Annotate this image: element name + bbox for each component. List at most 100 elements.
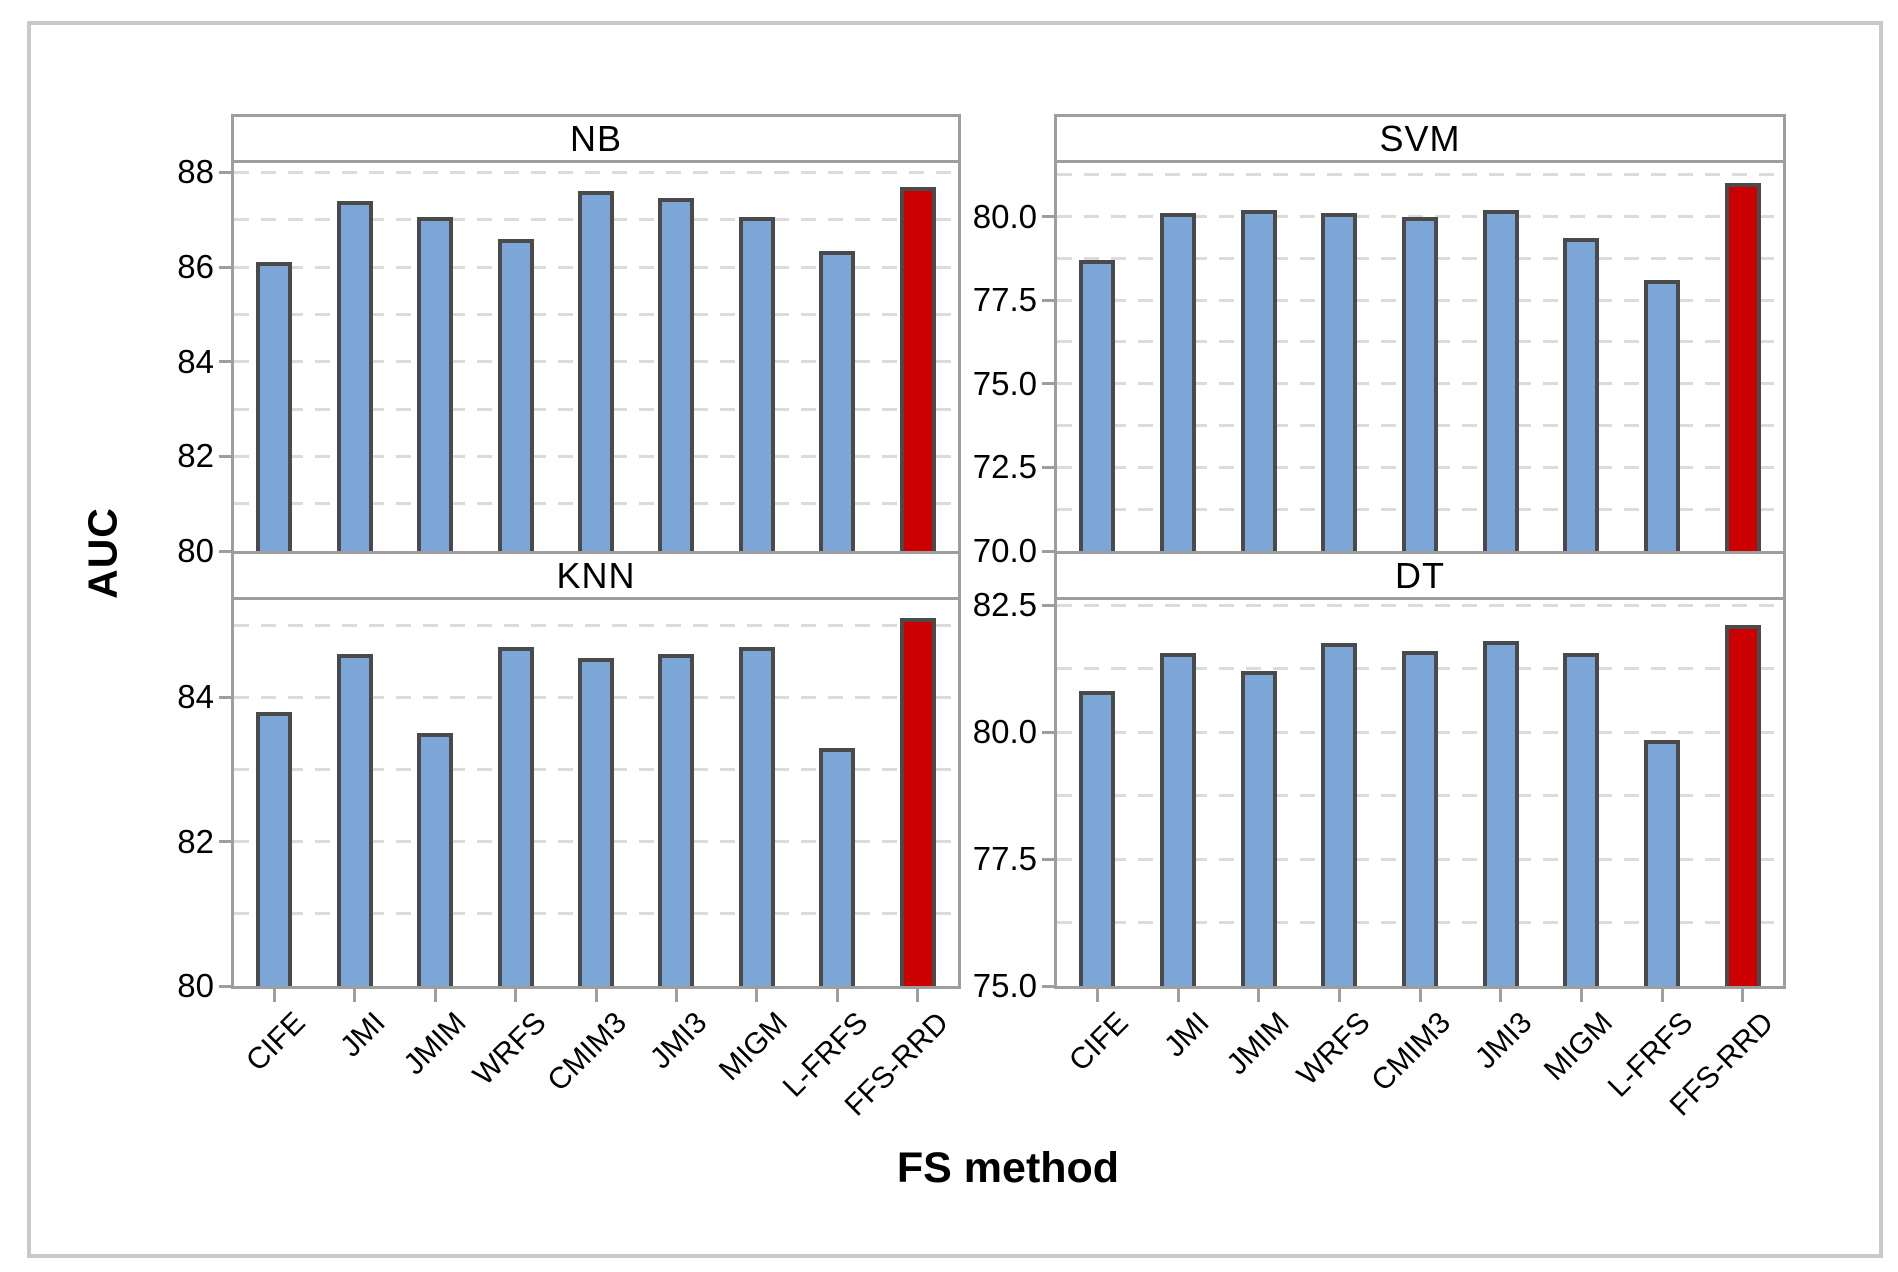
bar-KNN-JMIM	[417, 733, 454, 986]
bar-SVM-JMIM	[1240, 209, 1277, 551]
x-tick-mark	[916, 989, 920, 1002]
bar-NB-JMI3	[658, 198, 695, 551]
y-tick-mark	[1042, 857, 1057, 861]
bar-NB-JMI	[336, 200, 373, 551]
bar-SVM-CMIM3	[1402, 216, 1438, 551]
y-tick-label: 86	[177, 248, 214, 286]
facet-title-DT: DT	[1395, 554, 1445, 596]
y-tick-label: 80.0	[972, 197, 1037, 235]
y-tick-label: 82.5	[972, 586, 1037, 624]
x-tick-mark	[1176, 989, 1180, 1002]
y-tick-label: 70.0	[972, 532, 1037, 569]
x-tick-mark	[353, 989, 357, 1002]
bar-KNN-WRFS	[497, 646, 534, 986]
bar-DT-CIFE	[1079, 691, 1116, 986]
y-tick-mark	[219, 360, 234, 364]
y-tick-mark	[219, 840, 234, 844]
y-tick-label: 88	[177, 153, 214, 191]
x-tick-mark	[1499, 989, 1503, 1002]
y-tick-label: 77.5	[972, 281, 1037, 319]
x-tick-mark	[1579, 989, 1583, 1002]
bar-SVM-MIGM	[1563, 238, 1600, 551]
y-tick-mark	[1042, 382, 1057, 386]
y-tick-label: 72.5	[972, 448, 1037, 486]
y-tick-label: 75.0	[972, 364, 1037, 402]
bar-NB-JMIM	[417, 217, 454, 551]
y-tick-label: 75.0	[972, 967, 1037, 1004]
bar-SVM-CIFE	[1079, 260, 1116, 551]
x-tick-mark	[272, 989, 276, 1002]
y-tick-label: 77.5	[972, 840, 1037, 878]
facet-title-NB: NB	[569, 117, 622, 159]
x-tick-mark	[755, 989, 759, 1002]
bar-DT-FFS-RRD	[1724, 625, 1761, 986]
panel-divider-line	[234, 160, 958, 163]
x-tick-mark	[1418, 989, 1422, 1002]
y-tick-mark	[1042, 465, 1057, 469]
x-tick-mark	[1095, 989, 1099, 1002]
x-axis-title: FS method	[896, 1144, 1120, 1192]
figure-border	[27, 21, 1883, 1258]
x-tick-mark	[835, 989, 839, 1002]
y-tick-mark	[219, 170, 234, 174]
bar-NB-CMIM3	[578, 191, 614, 551]
bar-KNN-FFS-RRD	[899, 618, 936, 986]
bar-DT-JMI	[1160, 653, 1196, 986]
gridline	[234, 623, 958, 627]
x-tick-mark	[1257, 989, 1261, 1002]
x-tick-mark	[674, 989, 678, 1002]
y-tick-label: 80	[177, 967, 214, 1004]
bar-SVM-WRFS	[1321, 213, 1358, 551]
panel-divider-line	[1057, 551, 1783, 554]
y-tick-mark	[219, 984, 234, 988]
bar-SVM-JMI3	[1482, 209, 1519, 551]
bar-NB-MIGM	[738, 217, 775, 551]
panel-divider-line	[234, 597, 958, 600]
x-tick-mark	[1741, 989, 1745, 1002]
panel-divider-line	[1057, 597, 1783, 600]
bar-KNN-MIGM	[738, 646, 775, 986]
bar-NB-CIFE	[256, 262, 293, 551]
gridline	[234, 170, 958, 174]
bar-KNN-CIFE	[256, 711, 293, 986]
y-tick-mark	[219, 695, 234, 699]
y-tick-label: 84	[177, 678, 214, 716]
y-tick-label: 82	[177, 822, 214, 860]
bar-SVM-L-FRFS	[1644, 280, 1680, 551]
bar-DT-WRFS	[1321, 643, 1358, 986]
bar-DT-JMI3	[1482, 640, 1519, 986]
bar-SVM-JMI	[1160, 213, 1196, 551]
bar-DT-CMIM3	[1402, 650, 1438, 986]
bar-NB-FFS-RRD	[899, 186, 936, 551]
y-tick-mark	[219, 454, 234, 458]
x-tick-mark	[1337, 989, 1341, 1002]
x-tick-mark	[594, 989, 598, 1002]
bar-KNN-JMI3	[658, 654, 695, 986]
x-tick-mark	[1660, 989, 1664, 1002]
y-tick-label: 84	[177, 342, 214, 380]
panel-divider-line	[1057, 160, 1783, 163]
gridline	[1057, 173, 1783, 177]
bar-NB-WRFS	[497, 238, 534, 551]
bar-KNN-L-FRFS	[819, 747, 856, 986]
bar-KNN-CMIM3	[578, 657, 614, 986]
facet-title-KNN: KNN	[556, 554, 636, 596]
y-tick-mark	[219, 265, 234, 269]
bar-SVM-FFS-RRD	[1724, 183, 1761, 551]
x-tick-mark	[514, 989, 518, 1002]
y-tick-mark	[1042, 730, 1057, 734]
y-tick-mark	[1042, 298, 1057, 302]
bar-DT-MIGM	[1563, 653, 1600, 986]
bar-NB-L-FRFS	[819, 250, 856, 551]
y-tick-mark	[219, 549, 234, 553]
bar-KNN-JMI	[336, 654, 373, 986]
y-tick-mark	[1042, 603, 1057, 607]
facet-title-SVM: SVM	[1379, 117, 1461, 159]
panel-divider-line	[234, 551, 958, 554]
y-tick-mark	[1042, 215, 1057, 219]
y-tick-label: 80.0	[972, 713, 1037, 751]
y-tick-mark	[1042, 549, 1057, 553]
y-tick-label: 80	[177, 532, 214, 569]
y-tick-label: 82	[177, 437, 214, 475]
